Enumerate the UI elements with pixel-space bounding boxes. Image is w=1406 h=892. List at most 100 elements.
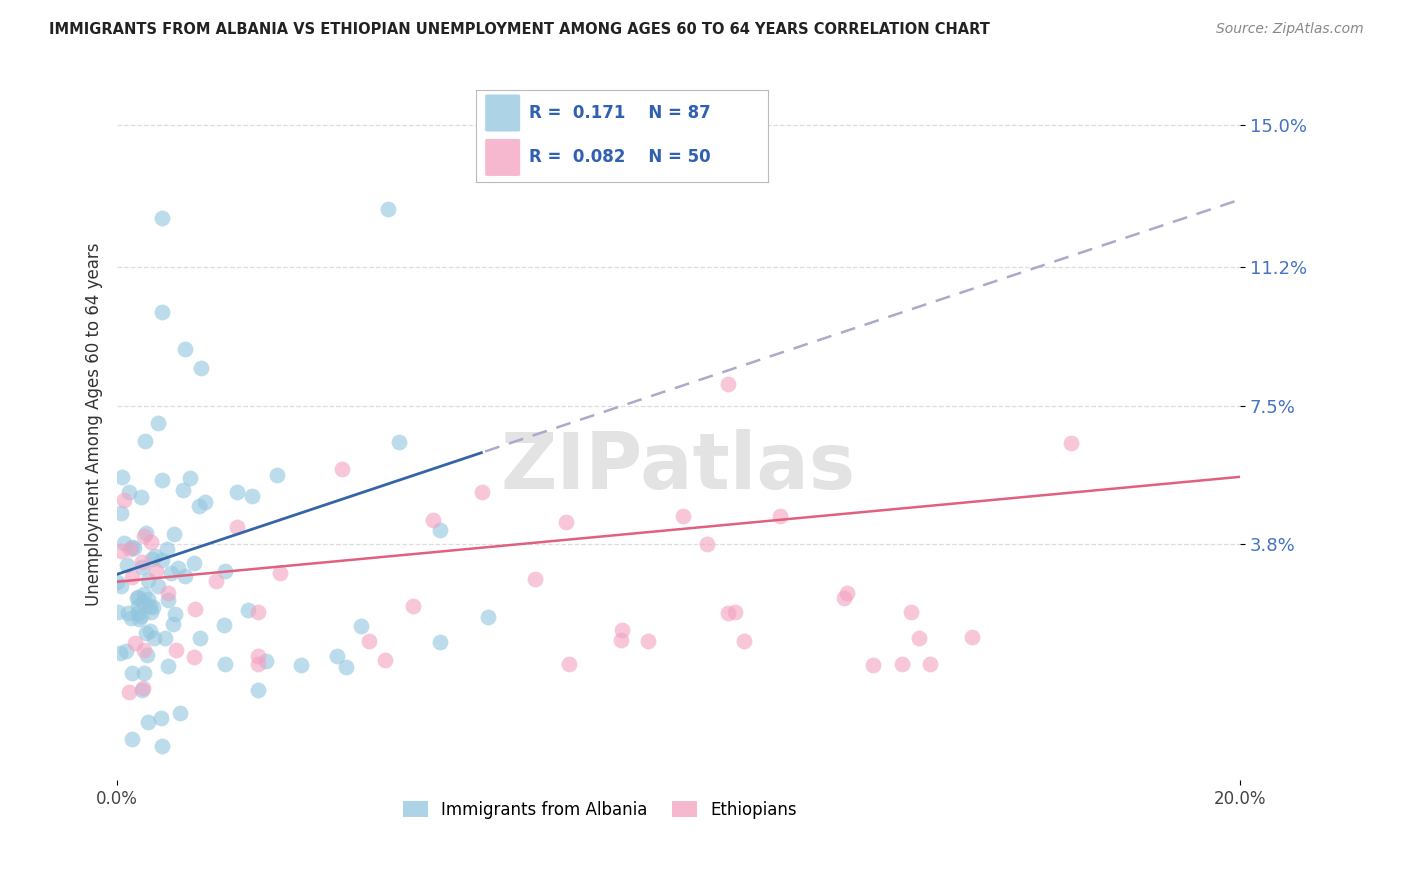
Point — [131, 683, 153, 698]
Point — [155, 632, 177, 646]
Point — [134, 434, 156, 448]
Point — [157, 592, 180, 607]
Point — [150, 711, 173, 725]
Point — [558, 657, 581, 671]
Point — [269, 566, 291, 581]
Point — [359, 634, 381, 648]
Point — [110, 646, 132, 660]
Point — [960, 630, 983, 644]
Point — [246, 657, 269, 672]
Y-axis label: Unemployment Among Ages 60 to 64 years: Unemployment Among Ages 60 to 64 years — [86, 243, 103, 607]
Point — [107, 605, 129, 619]
Point — [167, 560, 190, 574]
Point — [150, 473, 173, 487]
Point — [173, 343, 195, 357]
Point — [134, 643, 156, 657]
Point — [179, 471, 201, 485]
Point — [125, 591, 148, 606]
Point — [110, 543, 132, 558]
Point — [183, 650, 205, 665]
Point — [429, 635, 451, 649]
Point — [212, 617, 235, 632]
Point — [374, 652, 396, 666]
Point — [127, 590, 149, 604]
Point — [609, 633, 631, 648]
Point — [422, 513, 444, 527]
Point — [141, 552, 163, 566]
Point — [214, 657, 236, 671]
Point — [138, 592, 160, 607]
Point — [717, 376, 740, 391]
Legend: Immigrants from Albania, Ethiopians: Immigrants from Albania, Ethiopians — [396, 794, 804, 825]
Point — [110, 506, 132, 520]
Text: Source: ZipAtlas.com: Source: ZipAtlas.com — [1216, 22, 1364, 37]
Point — [477, 610, 499, 624]
Point — [118, 484, 141, 499]
Point — [290, 658, 312, 673]
Point — [131, 559, 153, 574]
Point — [120, 542, 142, 557]
Point — [246, 682, 269, 697]
Point — [124, 636, 146, 650]
Point — [132, 529, 155, 543]
Point — [163, 527, 186, 541]
Point — [226, 485, 249, 500]
Point — [205, 574, 228, 588]
Point — [129, 490, 152, 504]
Point — [150, 211, 173, 226]
Point — [862, 658, 884, 673]
Text: IMMIGRANTS FROM ALBANIA VS ETHIOPIAN UNEMPLOYMENT AMONG AGES 60 TO 64 YEARS CORR: IMMIGRANTS FROM ALBANIA VS ETHIOPIAN UNE… — [49, 22, 990, 37]
Point — [388, 434, 411, 449]
Point — [471, 484, 494, 499]
Point — [148, 579, 170, 593]
Point — [139, 624, 162, 639]
Point — [118, 684, 141, 698]
Point — [174, 569, 197, 583]
Point — [246, 605, 269, 619]
Point — [142, 600, 165, 615]
Point — [1060, 436, 1083, 450]
Point — [254, 654, 277, 668]
Point — [612, 624, 634, 638]
Point — [121, 570, 143, 584]
Point — [132, 595, 155, 609]
Point — [136, 573, 159, 587]
Point — [121, 541, 143, 555]
Point — [134, 525, 156, 540]
Point — [696, 537, 718, 551]
Point — [165, 643, 187, 657]
Point — [105, 575, 128, 590]
Point — [129, 609, 152, 624]
Point — [162, 616, 184, 631]
Point — [429, 523, 451, 537]
Point — [214, 564, 236, 578]
Point — [637, 634, 659, 648]
Point — [148, 417, 170, 431]
Point — [127, 606, 149, 620]
Point — [110, 579, 132, 593]
Point — [908, 631, 931, 645]
Point — [240, 489, 263, 503]
Point — [112, 492, 135, 507]
Point — [139, 599, 162, 613]
Point — [134, 665, 156, 680]
Point — [131, 555, 153, 569]
Point — [723, 605, 745, 619]
Point — [128, 612, 150, 626]
Point — [194, 494, 217, 508]
Point — [135, 625, 157, 640]
Point — [190, 361, 212, 376]
Point — [110, 470, 132, 484]
Point — [159, 566, 181, 580]
Point — [890, 657, 912, 671]
Point — [524, 572, 547, 586]
Point — [157, 658, 180, 673]
Point — [918, 657, 941, 672]
Point — [122, 541, 145, 555]
Point — [672, 509, 695, 524]
Point — [832, 591, 855, 606]
Point — [117, 558, 139, 572]
Point — [117, 606, 139, 620]
Point — [115, 644, 138, 658]
Point — [142, 631, 165, 645]
